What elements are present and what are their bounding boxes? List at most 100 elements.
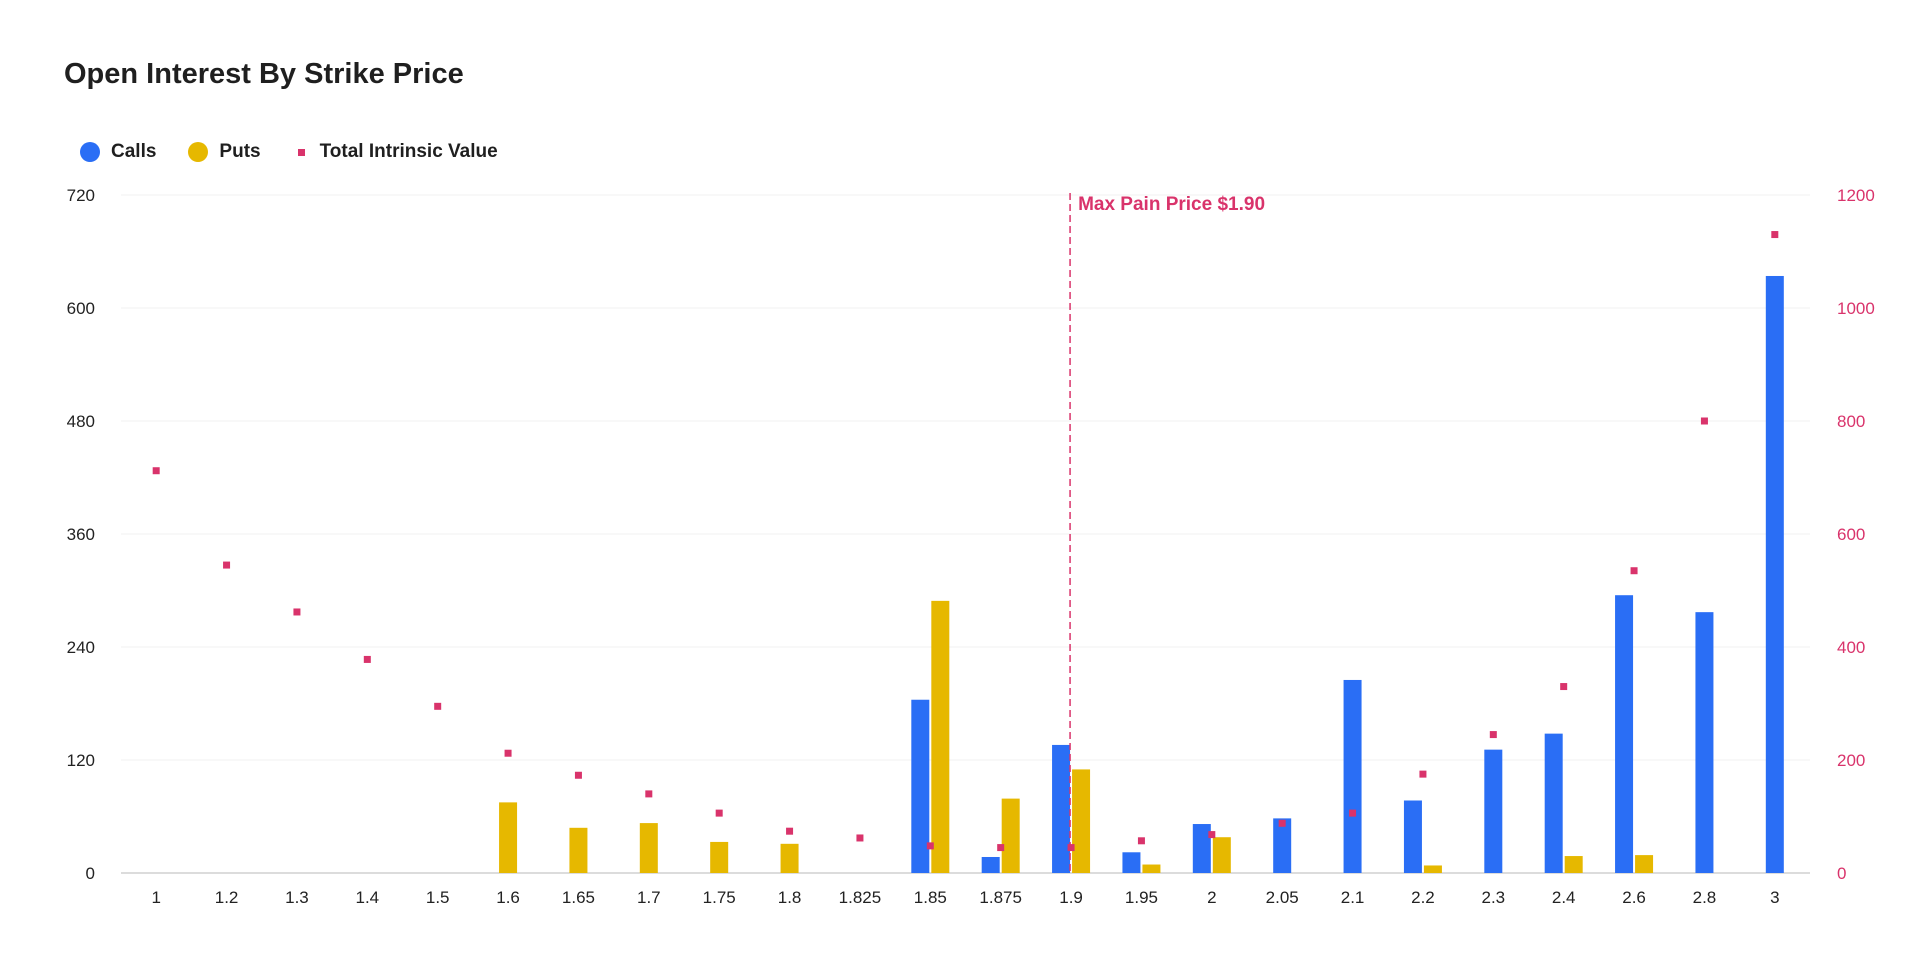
x-tick-label: 1.5 [426, 888, 450, 907]
legend-intrinsic-marker [297, 148, 305, 156]
legend-item-intrinsic[interactable]: Total Intrinsic Value [293, 141, 498, 163]
intrinsic-value-point [223, 561, 231, 569]
y-left-tick-label: 600 [67, 299, 95, 318]
bar-puts [1212, 837, 1231, 873]
bar-calls [1052, 744, 1071, 873]
x-tick-label: 1.85 [914, 888, 947, 907]
x-tick-label: 2.2 [1411, 888, 1435, 907]
legend-item-calls[interactable]: Calls [80, 141, 156, 163]
bar-calls [1695, 612, 1714, 873]
bar-calls [1192, 824, 1211, 873]
bar-puts [1635, 855, 1654, 873]
intrinsic-value-point [1489, 731, 1497, 739]
y-left-tick-label: 720 [67, 186, 95, 205]
intrinsic-value-point [434, 702, 442, 710]
x-tick-label: 3 [1770, 888, 1779, 907]
legend-calls-marker [80, 142, 100, 162]
intrinsic-value-point [1700, 417, 1708, 425]
intrinsic-value-point [574, 771, 582, 779]
max-pain-label: Max Pain Price $1.90 [1078, 194, 1265, 215]
x-tick-label: 1.95 [1125, 888, 1158, 907]
intrinsic-value-point [715, 809, 723, 817]
y-left-tick-label: 360 [67, 525, 95, 544]
bar-puts [780, 843, 799, 873]
x-tick-label: 2.05 [1266, 888, 1299, 907]
intrinsic-value-point [1560, 683, 1568, 691]
chart-title: Open Interest By Strike Price [64, 58, 464, 90]
bar-puts [1072, 769, 1091, 873]
x-tick-label: 2.4 [1552, 888, 1576, 907]
bar-calls [981, 856, 1000, 873]
bar-puts [1142, 864, 1161, 873]
x-tick-label: 2.3 [1481, 888, 1505, 907]
y-right-tick-label: 600 [1837, 525, 1865, 544]
x-tick-label: 2 [1207, 888, 1216, 907]
intrinsic-value-point [645, 790, 653, 798]
legend-intrinsic-label: Total Intrinsic Value [319, 141, 498, 162]
intrinsic-value-point [1278, 819, 1286, 827]
bar-puts [569, 827, 588, 873]
y-right-tick-label: 800 [1837, 412, 1865, 431]
y-left-tick-label: 240 [67, 638, 95, 657]
intrinsic-value-point [997, 844, 1005, 852]
x-tick-label: 1.3 [285, 888, 309, 907]
x-tick-label: 1.9 [1059, 888, 1083, 907]
bar-puts [1001, 798, 1020, 873]
intrinsic-value-point [293, 608, 301, 616]
x-tick-label: 1 [151, 888, 160, 907]
legend-puts-marker [188, 142, 209, 162]
y-left-tick-label: 480 [67, 412, 95, 431]
intrinsic-value-point [926, 842, 934, 850]
bar-puts [1564, 856, 1583, 873]
y-left-tick-label: 120 [67, 751, 95, 770]
intrinsic-value-point [1771, 231, 1779, 239]
y-right-tick-label: 0 [1837, 864, 1846, 883]
legend-item-puts[interactable]: Puts [188, 141, 261, 163]
x-tick-label: 2.1 [1341, 888, 1365, 907]
bar-calls [911, 699, 930, 873]
bar-puts [1423, 865, 1442, 873]
intrinsic-value-point [1208, 831, 1216, 839]
chart-legend: Calls Puts Total Intrinsic Value [80, 141, 530, 163]
y-right-tick-label: 200 [1837, 751, 1865, 770]
bar-calls [1765, 275, 1784, 873]
bar-calls [1544, 733, 1563, 873]
bar-puts [639, 823, 658, 873]
x-tick-label: 1.75 [703, 888, 736, 907]
intrinsic-value-point [1419, 770, 1427, 778]
x-tick-label: 2.6 [1622, 888, 1646, 907]
bar-calls [1122, 852, 1141, 873]
bar-puts [931, 600, 950, 873]
x-tick-label: 1.825 [839, 888, 882, 907]
x-tick-label: 1.875 [979, 888, 1022, 907]
bar-calls [1343, 679, 1362, 873]
y-right-tick-label: 400 [1837, 638, 1865, 657]
y-right-tick-label: 1200 [1837, 186, 1875, 205]
intrinsic-value-point [363, 655, 371, 663]
intrinsic-value-point [1349, 809, 1357, 817]
bar-puts [710, 841, 729, 873]
legend-puts-label: Puts [219, 141, 261, 162]
x-tick-label: 1.4 [355, 888, 379, 907]
bar-calls [1484, 749, 1503, 873]
x-tick-label: 1.6 [496, 888, 520, 907]
x-tick-label: 2.8 [1693, 888, 1717, 907]
intrinsic-value-point [504, 749, 512, 757]
intrinsic-value-point [786, 827, 794, 835]
y-left-tick-label: 0 [86, 864, 95, 883]
x-tick-label: 1.2 [215, 888, 239, 907]
x-tick-label: 1.65 [562, 888, 595, 907]
x-tick-label: 1.7 [637, 888, 661, 907]
intrinsic-value-point [856, 834, 864, 842]
bar-calls [1273, 818, 1292, 873]
intrinsic-value-point [1630, 567, 1638, 575]
intrinsic-value-point [1137, 837, 1145, 845]
y-right-tick-label: 1000 [1837, 299, 1875, 318]
bar-calls [1615, 595, 1634, 873]
bar-calls [1403, 800, 1422, 873]
bar-puts [499, 802, 518, 873]
intrinsic-value-point [152, 467, 160, 475]
legend-calls-label: Calls [111, 141, 157, 162]
x-tick-label: 1.8 [778, 888, 802, 907]
